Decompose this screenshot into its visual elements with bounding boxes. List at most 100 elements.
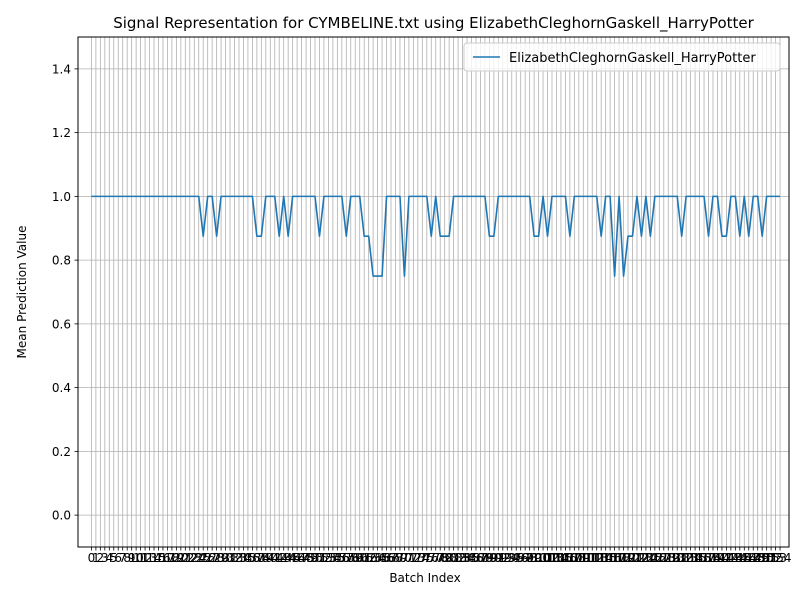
x-tick-label: 35 (240, 551, 255, 565)
x-tick-label: 111 (576, 551, 599, 565)
x-tick-label: 22 (182, 551, 197, 565)
x-tick-label: 97 (518, 551, 533, 565)
x-tick-label: 139 (702, 551, 725, 565)
x-tick-label: 40 (263, 551, 278, 565)
x-tick-label: 127 (648, 551, 671, 565)
x-tick-label: 114 (590, 551, 613, 565)
x-tick-label: 4 (105, 551, 113, 565)
x-tick-label: 10 (128, 551, 143, 565)
x-tick-label: 149 (746, 551, 769, 565)
x-tick-label: 50 (307, 551, 322, 565)
x-tick-label: 39 (258, 551, 273, 565)
x-tick-label: 108 (563, 551, 586, 565)
x-tick-label: 7 (119, 551, 127, 565)
x-tick-label: 46 (289, 551, 304, 565)
x-tick-label: 112 (581, 551, 604, 565)
x-tick-label: 129 (657, 551, 680, 565)
x-tick-label: 145 (728, 551, 751, 565)
x-tick-label: 49 (303, 551, 318, 565)
x-tick-label: 41 (267, 551, 282, 565)
x-tick-label: 119 (612, 551, 635, 565)
x-tick-label: 143 (719, 551, 742, 565)
x-tick-label: 73 (410, 551, 425, 565)
y-tick-label: 0.2 (52, 445, 71, 459)
x-tick-label: 26 (200, 551, 215, 565)
x-tick-label: 42 (272, 551, 287, 565)
y-tick-label: 0.4 (52, 381, 71, 395)
x-tick-label: 80 (442, 551, 457, 565)
x-tick-label: 88 (477, 551, 492, 565)
x-tick-label: 5 (110, 551, 118, 565)
x-tick-label: 8 (123, 551, 131, 565)
x-tick-label: 56 (334, 551, 349, 565)
x-tick-label: 11 (133, 551, 148, 565)
x-tick-label: 100 (527, 551, 550, 565)
x-tick-label: 54 (325, 551, 340, 565)
x-tick-label: 52 (316, 551, 331, 565)
x-tick-label: 148 (742, 551, 765, 565)
legend-box (463, 42, 781, 72)
x-tick-label: 9 (128, 551, 136, 565)
x-tick-label: 25 (196, 551, 211, 565)
x-tick-label: 147 (737, 551, 760, 565)
legend: ElizabethCleghornGaskell_HarryPotter (463, 42, 781, 72)
x-tick-label: 67 (383, 551, 398, 565)
x-tick-label: 61 (357, 551, 372, 565)
x-tick-label: 122 (626, 551, 649, 565)
legend-entry-label: ElizabethCleghornGaskell_HarryPotter (509, 51, 756, 66)
x-axis-label: Batch Index (389, 571, 460, 585)
x-tick-label: 105 (549, 551, 572, 565)
x-gridlines (91, 37, 781, 547)
x-tick-label: 82 (450, 551, 465, 565)
x-tick-label: 24 (191, 551, 206, 565)
x-tick-label: 38 (254, 551, 269, 565)
x-tick-label: 76 (424, 551, 439, 565)
x-tick-label: 121 (621, 551, 644, 565)
y-axis-label: Mean Prediction Value (15, 226, 29, 359)
x-tick-label: 109 (567, 551, 590, 565)
x-tick-label: 44 (281, 551, 296, 565)
x-tick-label: 91 (491, 551, 506, 565)
x-tick-label: 106 (554, 551, 577, 565)
x-tick-label: 107 (558, 551, 581, 565)
x-tick-label: 81 (446, 551, 461, 565)
x-tick-label: 70 (397, 551, 412, 565)
x-tick-label: 6 (114, 551, 122, 565)
x-tick-label: 66 (379, 551, 394, 565)
x-tick-label: 85 (464, 551, 479, 565)
x-axis-ticks: 0123456789101112131415161718192021222324… (88, 547, 792, 565)
x-tick-label: 72 (406, 551, 421, 565)
x-tick-label: 19 (169, 551, 184, 565)
x-tick-label: 133 (675, 551, 698, 565)
x-tick-label: 137 (693, 551, 716, 565)
x-tick-label: 117 (603, 551, 626, 565)
x-tick-label: 146 (733, 551, 756, 565)
x-tick-label: 31 (222, 551, 237, 565)
x-tick-label: 74 (415, 551, 430, 565)
x-tick-label: 144 (724, 551, 747, 565)
x-tick-label: 27 (205, 551, 220, 565)
x-tick-label: 30 (218, 551, 233, 565)
x-tick-label: 130 (661, 551, 684, 565)
x-tick-label: 12 (137, 551, 152, 565)
x-tick-label: 98 (522, 551, 537, 565)
x-tick-label: 87 (473, 551, 488, 565)
x-tick-label: 63 (365, 551, 380, 565)
x-tick-label: 125 (639, 551, 662, 565)
x-tick-label: 79 (437, 551, 452, 565)
x-tick-label: 134 (679, 551, 702, 565)
x-tick-label: 13 (142, 551, 157, 565)
x-tick-label: 104 (545, 551, 568, 565)
x-tick-label: 94 (504, 551, 519, 565)
chart-title: Signal Representation for CYMBELINE.txt … (113, 14, 754, 33)
x-tick-label: 152 (760, 551, 783, 565)
series-layer (91, 195, 781, 277)
x-tick-label: 69 (392, 551, 407, 565)
x-tick-label: 151 (755, 551, 778, 565)
x-tick-label: 60 (352, 551, 367, 565)
x-tick-label: 120 (617, 551, 640, 565)
x-tick-label: 65 (374, 551, 389, 565)
x-tick-label: 15 (151, 551, 166, 565)
x-tick-label: 20 (173, 551, 188, 565)
x-tick-label: 78 (433, 551, 448, 565)
